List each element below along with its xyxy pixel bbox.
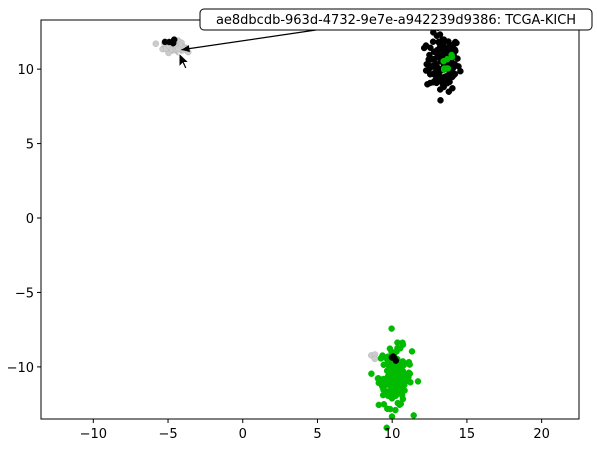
x-tick-label: 15 bbox=[459, 427, 476, 442]
scatter-point bbox=[427, 44, 434, 52]
scatter-point bbox=[375, 401, 383, 409]
scatter-point bbox=[384, 389, 391, 396]
scatter-point bbox=[396, 401, 403, 409]
scatter-point bbox=[414, 378, 422, 385]
annotation-arrowhead bbox=[181, 45, 190, 53]
scatter-point bbox=[388, 325, 395, 332]
scatter-point bbox=[388, 381, 396, 389]
scatter-point bbox=[430, 70, 437, 77]
scatter-point bbox=[384, 358, 392, 366]
scatter-point bbox=[443, 72, 451, 80]
scatter-point bbox=[391, 390, 398, 398]
annotation-label: ae8dbcdb-963d-4732-9e7e-a942239d9386: TC… bbox=[216, 13, 576, 28]
scatter-point bbox=[426, 79, 434, 87]
x-tick-label: 5 bbox=[313, 427, 321, 442]
scatter-point bbox=[445, 88, 453, 95]
scatter-point bbox=[406, 361, 413, 368]
x-tick-label: 0 bbox=[239, 427, 247, 442]
scatter-point bbox=[438, 45, 445, 52]
scatter-point bbox=[392, 406, 399, 414]
scatter-point bbox=[152, 40, 160, 47]
scatter-point bbox=[383, 424, 390, 432]
y-tick-label: 0 bbox=[26, 212, 34, 227]
scatter-point bbox=[394, 344, 401, 352]
y-tick-label: 5 bbox=[26, 138, 34, 153]
y-tick-label: −10 bbox=[7, 361, 34, 376]
x-axis-ticks: −10 −5 0 5 10 15 20 bbox=[80, 419, 550, 442]
points-layer bbox=[152, 24, 464, 432]
y-tick-label: 10 bbox=[17, 63, 34, 78]
scatter-point bbox=[384, 375, 392, 382]
scatter-point bbox=[387, 366, 394, 373]
x-tick-label: −10 bbox=[80, 427, 107, 442]
scatter-point bbox=[401, 371, 408, 378]
scatter-point bbox=[448, 53, 456, 61]
scatter-point bbox=[174, 45, 182, 53]
scatter-point bbox=[407, 379, 414, 386]
scatter-point bbox=[399, 395, 407, 403]
y-tick-label: −5 bbox=[15, 286, 34, 301]
x-tick-label: 20 bbox=[533, 427, 550, 442]
scatter-point bbox=[391, 355, 398, 362]
scatter-point bbox=[410, 412, 417, 419]
scatter-point bbox=[433, 65, 440, 72]
scatter-point bbox=[420, 44, 428, 52]
scatter-point bbox=[394, 339, 401, 346]
x-tick-label: −5 bbox=[158, 427, 177, 442]
annotation-box: ae8dbcdb-963d-4732-9e7e-a942239d9386: TC… bbox=[199, 8, 593, 31]
scatter-point bbox=[437, 77, 445, 85]
annotation-arrow bbox=[181, 29, 317, 51]
scatter-point bbox=[408, 348, 416, 355]
scatter-point bbox=[382, 381, 389, 389]
scatter-point bbox=[368, 370, 375, 377]
scatter-point bbox=[374, 375, 382, 382]
scatter-point bbox=[434, 54, 442, 61]
scatter-point bbox=[440, 83, 447, 91]
scatter-point bbox=[371, 355, 379, 363]
scatter-point bbox=[386, 345, 394, 352]
scatter-point bbox=[384, 405, 391, 413]
y-axis-ticks: −10 −5 0 5 10 bbox=[7, 63, 41, 376]
scatter-point bbox=[440, 66, 448, 73]
scatter-point bbox=[437, 97, 444, 104]
x-tick-label: 10 bbox=[384, 427, 401, 442]
annotation-box-frame bbox=[199, 8, 593, 31]
scatter-point bbox=[428, 56, 435, 63]
scatter-point bbox=[452, 39, 459, 46]
scatter-point bbox=[399, 383, 407, 390]
scatter-point bbox=[169, 39, 177, 47]
